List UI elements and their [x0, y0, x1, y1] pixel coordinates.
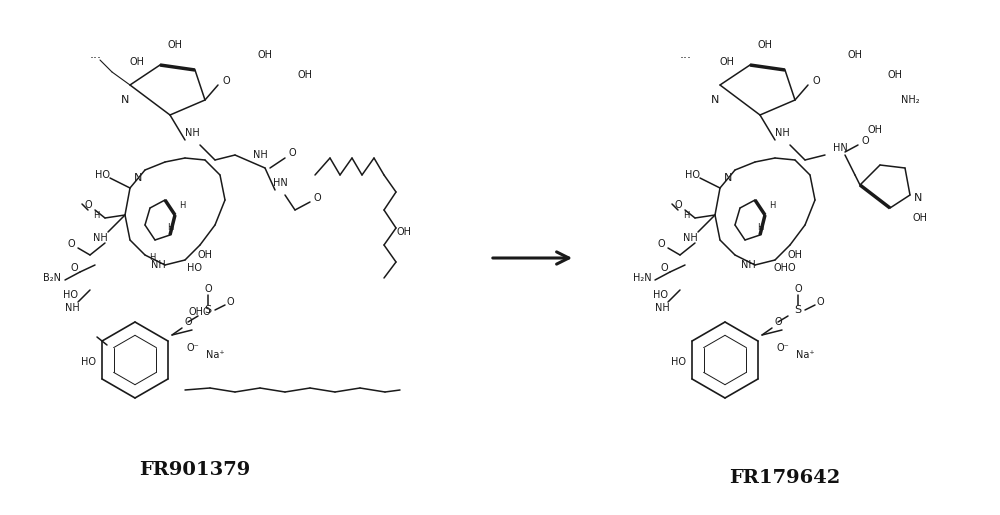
Text: OH: OH — [868, 125, 883, 135]
Text: HO: HO — [652, 290, 668, 300]
Text: O: O — [660, 263, 668, 273]
Text: FR901379: FR901379 — [139, 461, 251, 479]
Text: O: O — [812, 76, 820, 86]
Text: HO: HO — [686, 170, 700, 180]
Text: O: O — [313, 193, 321, 203]
Text: O⁻: O⁻ — [187, 343, 199, 353]
Text: OH: OH — [130, 57, 144, 67]
Text: O: O — [222, 76, 230, 86]
Text: O: O — [84, 200, 92, 210]
Text: H: H — [683, 211, 689, 219]
Text: HO: HO — [80, 357, 96, 367]
Text: NH: NH — [775, 128, 789, 138]
Text: OHO: OHO — [189, 307, 211, 317]
Text: FR179642: FR179642 — [729, 469, 841, 487]
Text: NH: NH — [253, 150, 267, 160]
Text: OHO: OHO — [774, 263, 796, 273]
Text: HO: HO — [62, 290, 78, 300]
Text: NH: NH — [151, 260, 165, 270]
Text: NH₂: NH₂ — [901, 95, 919, 105]
Text: HO: HO — [96, 170, 110, 180]
Text: N: N — [914, 193, 922, 203]
Text: H₂N: H₂N — [633, 273, 651, 283]
Text: N: N — [134, 173, 142, 183]
Text: OH: OH — [758, 40, 772, 50]
Text: OH: OH — [258, 50, 272, 60]
Text: OH: OH — [888, 70, 902, 80]
Text: O: O — [184, 317, 192, 327]
Text: OH: OH — [396, 227, 412, 237]
Text: O: O — [70, 263, 78, 273]
Text: N: N — [711, 95, 719, 105]
Text: O: O — [657, 239, 665, 249]
Text: O: O — [288, 148, 296, 158]
Text: OH: OH — [168, 40, 182, 50]
Text: NH: NH — [683, 233, 697, 243]
Text: N: N — [724, 173, 732, 183]
Text: HO: HO — [188, 263, 202, 273]
Text: H: H — [149, 252, 155, 262]
Text: HN: HN — [273, 178, 287, 188]
Text: NH: NH — [93, 233, 107, 243]
Text: O⁻: O⁻ — [777, 343, 789, 353]
Text: HO: HO — [670, 357, 686, 367]
Text: O: O — [674, 200, 682, 210]
Text: H: H — [179, 200, 185, 210]
Text: OH: OH — [720, 57, 734, 67]
Text: O: O — [67, 239, 75, 249]
Text: ...: ... — [680, 48, 692, 61]
Text: NH: NH — [65, 303, 79, 313]
Text: H: H — [167, 224, 173, 232]
Text: O: O — [794, 284, 802, 294]
Text: N: N — [121, 95, 129, 105]
Text: Na⁺: Na⁺ — [206, 350, 224, 360]
Text: H: H — [769, 200, 775, 210]
Text: OH: OH — [848, 50, 862, 60]
Text: OH: OH — [912, 213, 928, 223]
Text: HN: HN — [833, 143, 847, 153]
Text: OH: OH — [788, 250, 802, 260]
Text: ...: ... — [90, 48, 102, 61]
Text: O: O — [816, 297, 824, 307]
Text: O: O — [861, 136, 869, 146]
Text: OH: OH — [198, 250, 212, 260]
Text: O: O — [226, 297, 234, 307]
Text: NH: NH — [741, 260, 755, 270]
Text: Na⁺: Na⁺ — [796, 350, 814, 360]
Text: OH: OH — [298, 70, 312, 80]
Text: NH: NH — [185, 128, 199, 138]
Text: S: S — [204, 305, 212, 315]
Text: NH: NH — [655, 303, 669, 313]
Text: H: H — [757, 224, 763, 232]
Text: B₂N: B₂N — [43, 273, 61, 283]
Text: H: H — [93, 211, 99, 219]
Text: O: O — [774, 317, 782, 327]
Text: S: S — [794, 305, 802, 315]
Text: O: O — [204, 284, 212, 294]
